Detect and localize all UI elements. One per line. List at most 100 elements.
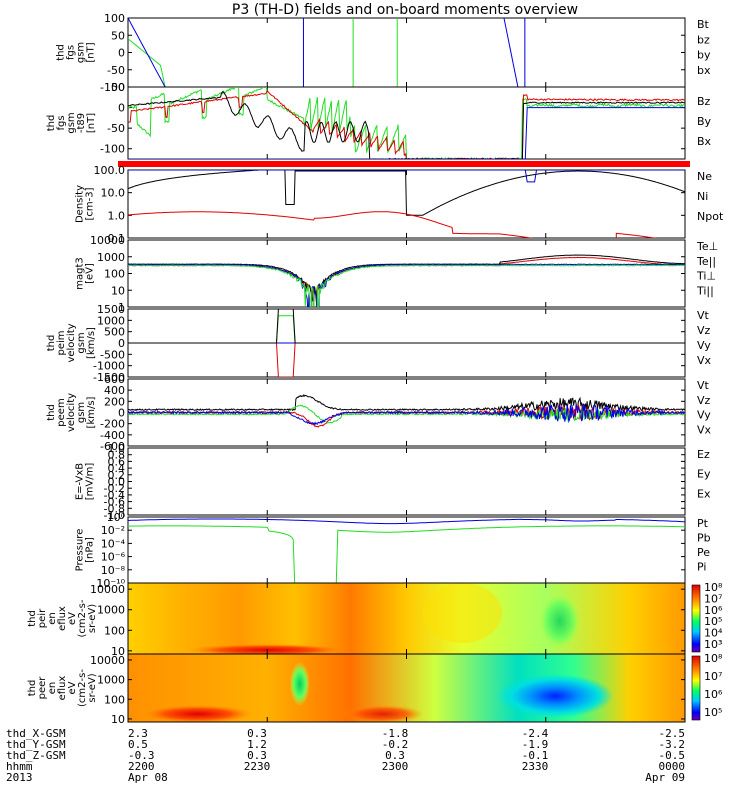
temp-y-tick-label: 1000 (97, 251, 125, 264)
footer-value: -2.4 (522, 727, 549, 740)
fgs-y-tick-label: -100 (100, 81, 125, 94)
peir-colorbar-label: 10⁴ (704, 627, 723, 640)
peim-y-tick-label: 0 (118, 337, 125, 350)
footer-value: 0.3 (247, 727, 267, 740)
density-ni-trace (128, 170, 685, 216)
t89-y-tick-label: 0 (118, 102, 125, 115)
peem-y-tick-label: 400 (104, 384, 125, 397)
fgs-y-tick-label: -50 (107, 64, 125, 77)
peir-colorbar-label: 10⁸ (704, 581, 723, 594)
peir-yellow-region (422, 583, 503, 643)
density-y-tick-label: 100.0 (94, 164, 126, 177)
peim-ylabel: velocity (66, 323, 77, 362)
peim-legend-Vz: Vz (697, 324, 711, 337)
peer-y-tick-label: 100 (104, 693, 125, 706)
peem-y-tick-label: -600 (100, 440, 125, 453)
footer-value: -3.2 (659, 738, 686, 751)
pressure-pe-trace (128, 525, 685, 583)
peer-low-energy-band (142, 705, 253, 722)
peim-y-tick-label: -500 (100, 348, 125, 361)
peir-ylabel: en (47, 612, 58, 625)
t89-legend-Bx: Bx (697, 135, 712, 148)
peir-ylabel: eV (67, 612, 78, 625)
peir-colorbar-label: 10³ (704, 638, 722, 651)
chart-title: P3 (TH-D) fields and on-board moments ov… (232, 2, 578, 18)
peim-legend-Vy: Vy (697, 339, 711, 352)
panel-density: 100.0 10.0 1.0 0.1 Density [cm-3] Ne Ni Npot (75, 164, 724, 245)
peim-y-tick-label: -1000 (93, 360, 125, 373)
exb-y-tick-label: 0.8 (108, 449, 126, 462)
fgs-bx-ramp (503, 18, 519, 87)
footer-value: 2330 (522, 760, 549, 773)
peim-y-tick-label: -1500 (93, 371, 125, 384)
pressure-legend-Pi: Pi (697, 561, 706, 574)
peer-colorbar-label: 10⁶ (704, 688, 723, 701)
exb-y-tick-label: -0.6 (104, 496, 125, 509)
peer-ylabel: en (47, 682, 58, 695)
footer-value: 0.3 (247, 749, 267, 762)
density-legend-Ne: Ne (697, 170, 712, 183)
peir-ylabel: sr-eV) (87, 604, 98, 633)
pressure-y-tick-label: 10⁻⁸ (101, 564, 126, 577)
t89-y-tick-label: -50 (107, 122, 125, 135)
footer-value: -0.1 (522, 749, 549, 762)
exb-y-tick-label: -0.2 (104, 482, 125, 495)
peir-ylabel: eflux (57, 606, 68, 631)
peir-ylabel: peir (37, 608, 48, 628)
peer-y-tick-label: 10000 (90, 654, 125, 667)
density-ne-trace (128, 211, 658, 238)
peim-y-tick-label: 1500 (97, 303, 125, 316)
footer-value: Apr 08 (128, 771, 168, 784)
temp-y-tick-label: 1 (118, 301, 125, 314)
footer-label-thd_X-GSM: thd_X-GSM (6, 727, 66, 740)
peem-y-tick-label: -400 (100, 429, 125, 442)
peer-y-tick-label: 1000 (97, 674, 125, 687)
peem-vx-trace (128, 404, 685, 426)
peim-ylabel: thd (46, 335, 57, 352)
pressure-y-tick-label: 10⁻⁴ (101, 537, 126, 550)
peer-colorbar-label: 10⁸ (704, 652, 723, 665)
peir-y-tick-label: 1000 (97, 604, 125, 617)
exb-legend-Ez: Ez (697, 448, 710, 461)
temp-y-tick-label: 10 (111, 284, 125, 297)
exb-ylabel: [mV/m] (85, 463, 96, 501)
peim-vt-trace (128, 309, 685, 344)
fgs-bx-trace (128, 18, 685, 87)
peim-vz-trace (128, 342, 685, 377)
peem-legend-Vz: Vz (697, 394, 711, 407)
footer-label-2013: 2013 (6, 771, 33, 784)
pressure-ylabel: Pressure (75, 529, 86, 572)
fgs-legend-bz: bz (697, 33, 710, 46)
peir-ylabel: thd (27, 610, 38, 627)
density-legend-Ni: Ni (697, 190, 708, 203)
temp-legend-Ti⊥: Ti⊥ (696, 270, 716, 283)
exb-legend-Ex: Ex (697, 487, 711, 500)
t89-legend-Bz: Bz (697, 95, 711, 108)
temp-ylabel: [eV] (85, 263, 96, 284)
peer-ylabel: sr-eV) (87, 673, 98, 702)
exb-y-tick-label: 0.2 (108, 469, 126, 482)
peem-ylabel: [km/s] (86, 396, 97, 428)
fgs-frame (127, 17, 686, 88)
pressure-frame (127, 516, 686, 584)
peem-ylabel: peem (56, 398, 67, 426)
fgs-y-tick-label: 0 (118, 47, 125, 60)
peim-vy-trace (128, 315, 685, 344)
peer-colorbar-label: 10⁵ (704, 706, 722, 719)
peir-spectrogram (128, 583, 685, 654)
peer-y-tick-label: 10 (111, 713, 125, 726)
pressure-legend-Pb: Pb (697, 532, 711, 545)
peer-low-energy-band-2 (343, 705, 424, 722)
t89-y-tick-label: 50 (111, 81, 125, 94)
peir-colorbar-label: 10⁶ (704, 604, 723, 617)
peem-legend-Vx: Vx (697, 423, 712, 436)
footer-label-hhmm: hhmm (6, 760, 33, 773)
t89-ylabel: thd (46, 115, 57, 132)
peer-colorbar-label: 10⁷ (704, 670, 722, 683)
peem-y-tick-label: 0 (118, 407, 125, 420)
t89-bx-trace (128, 107, 685, 159)
